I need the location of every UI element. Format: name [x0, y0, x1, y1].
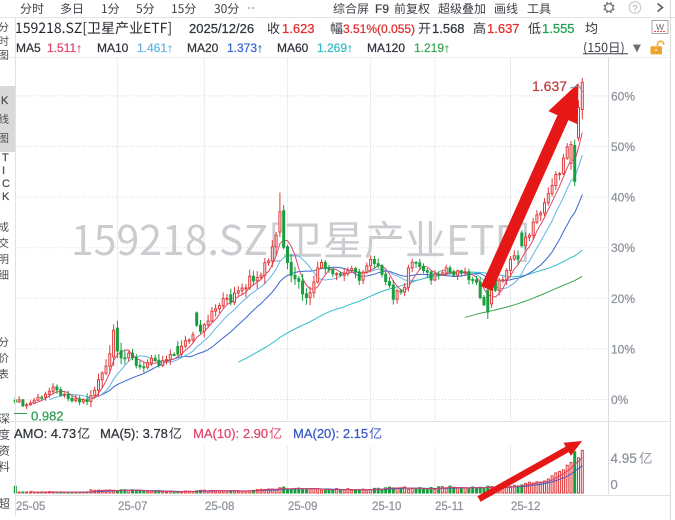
svg-text:0: 0	[611, 477, 618, 492]
svg-text:MA(5): 3.78: MA(5): 3.78	[100, 426, 168, 441]
svg-text:MA10: MA10	[97, 41, 129, 55]
svg-text:1.555: 1.555	[542, 21, 575, 36]
svg-text:30%: 30%	[611, 241, 635, 255]
svg-text:W: W	[656, 22, 664, 32]
svg-text:MA5: MA5	[16, 41, 41, 55]
svg-text:25-09: 25-09	[288, 501, 317, 513]
svg-text:F9: F9	[375, 2, 389, 16]
svg-text:MA(20): 2.15: MA(20): 2.15	[293, 426, 368, 441]
svg-text:T: T	[2, 152, 9, 164]
svg-text:1.568: 1.568	[432, 21, 465, 36]
svg-text:▼: ▼	[631, 40, 644, 55]
svg-text:1.623: 1.623	[282, 21, 315, 36]
svg-text:0.982: 0.982	[31, 409, 64, 424]
svg-text:1.637: 1.637	[487, 21, 520, 36]
svg-text:2025/12/26: 2025/12/26	[189, 21, 254, 36]
svg-text:1.637: 1.637	[532, 78, 567, 94]
svg-text:50%: 50%	[611, 140, 635, 154]
svg-text:MA20: MA20	[187, 41, 219, 55]
svg-text:1.219↑: 1.219↑	[414, 41, 450, 55]
svg-text:10%: 10%	[611, 342, 635, 356]
svg-text:1.461↑: 1.461↑	[137, 41, 173, 55]
svg-text:0%: 0%	[611, 393, 629, 407]
svg-text:20%: 20%	[611, 292, 635, 306]
svg-text:?: ?	[632, 4, 637, 14]
svg-text:25-07: 25-07	[118, 501, 147, 513]
svg-text:AMO: 4.73: AMO: 4.73	[14, 426, 76, 441]
svg-text:40%: 40%	[611, 191, 635, 205]
svg-text:25-11: 25-11	[435, 501, 464, 513]
svg-text:25-12: 25-12	[511, 501, 540, 513]
svg-text:1.511↑: 1.511↑	[47, 41, 82, 55]
svg-text:MA60: MA60	[277, 41, 309, 55]
svg-text:25-05: 25-05	[16, 501, 45, 513]
svg-text:K: K	[2, 191, 10, 203]
svg-text:60%: 60%	[611, 89, 635, 103]
svg-text:3.51%(0.055): 3.51%(0.055)	[343, 22, 415, 36]
svg-text:I: I	[2, 165, 5, 177]
svg-text:K: K	[1, 95, 9, 107]
svg-text:C: C	[2, 178, 10, 190]
svg-text:MA120: MA120	[367, 41, 405, 55]
svg-text:1.269↑: 1.269↑	[317, 41, 353, 55]
svg-text:25-08: 25-08	[205, 501, 234, 513]
svg-text:MA(10): 2.90: MA(10): 2.90	[193, 426, 268, 441]
svg-text:4.95: 4.95	[611, 451, 637, 466]
svg-text:25-10: 25-10	[372, 501, 401, 513]
svg-text:1.373↑: 1.373↑	[227, 41, 263, 55]
